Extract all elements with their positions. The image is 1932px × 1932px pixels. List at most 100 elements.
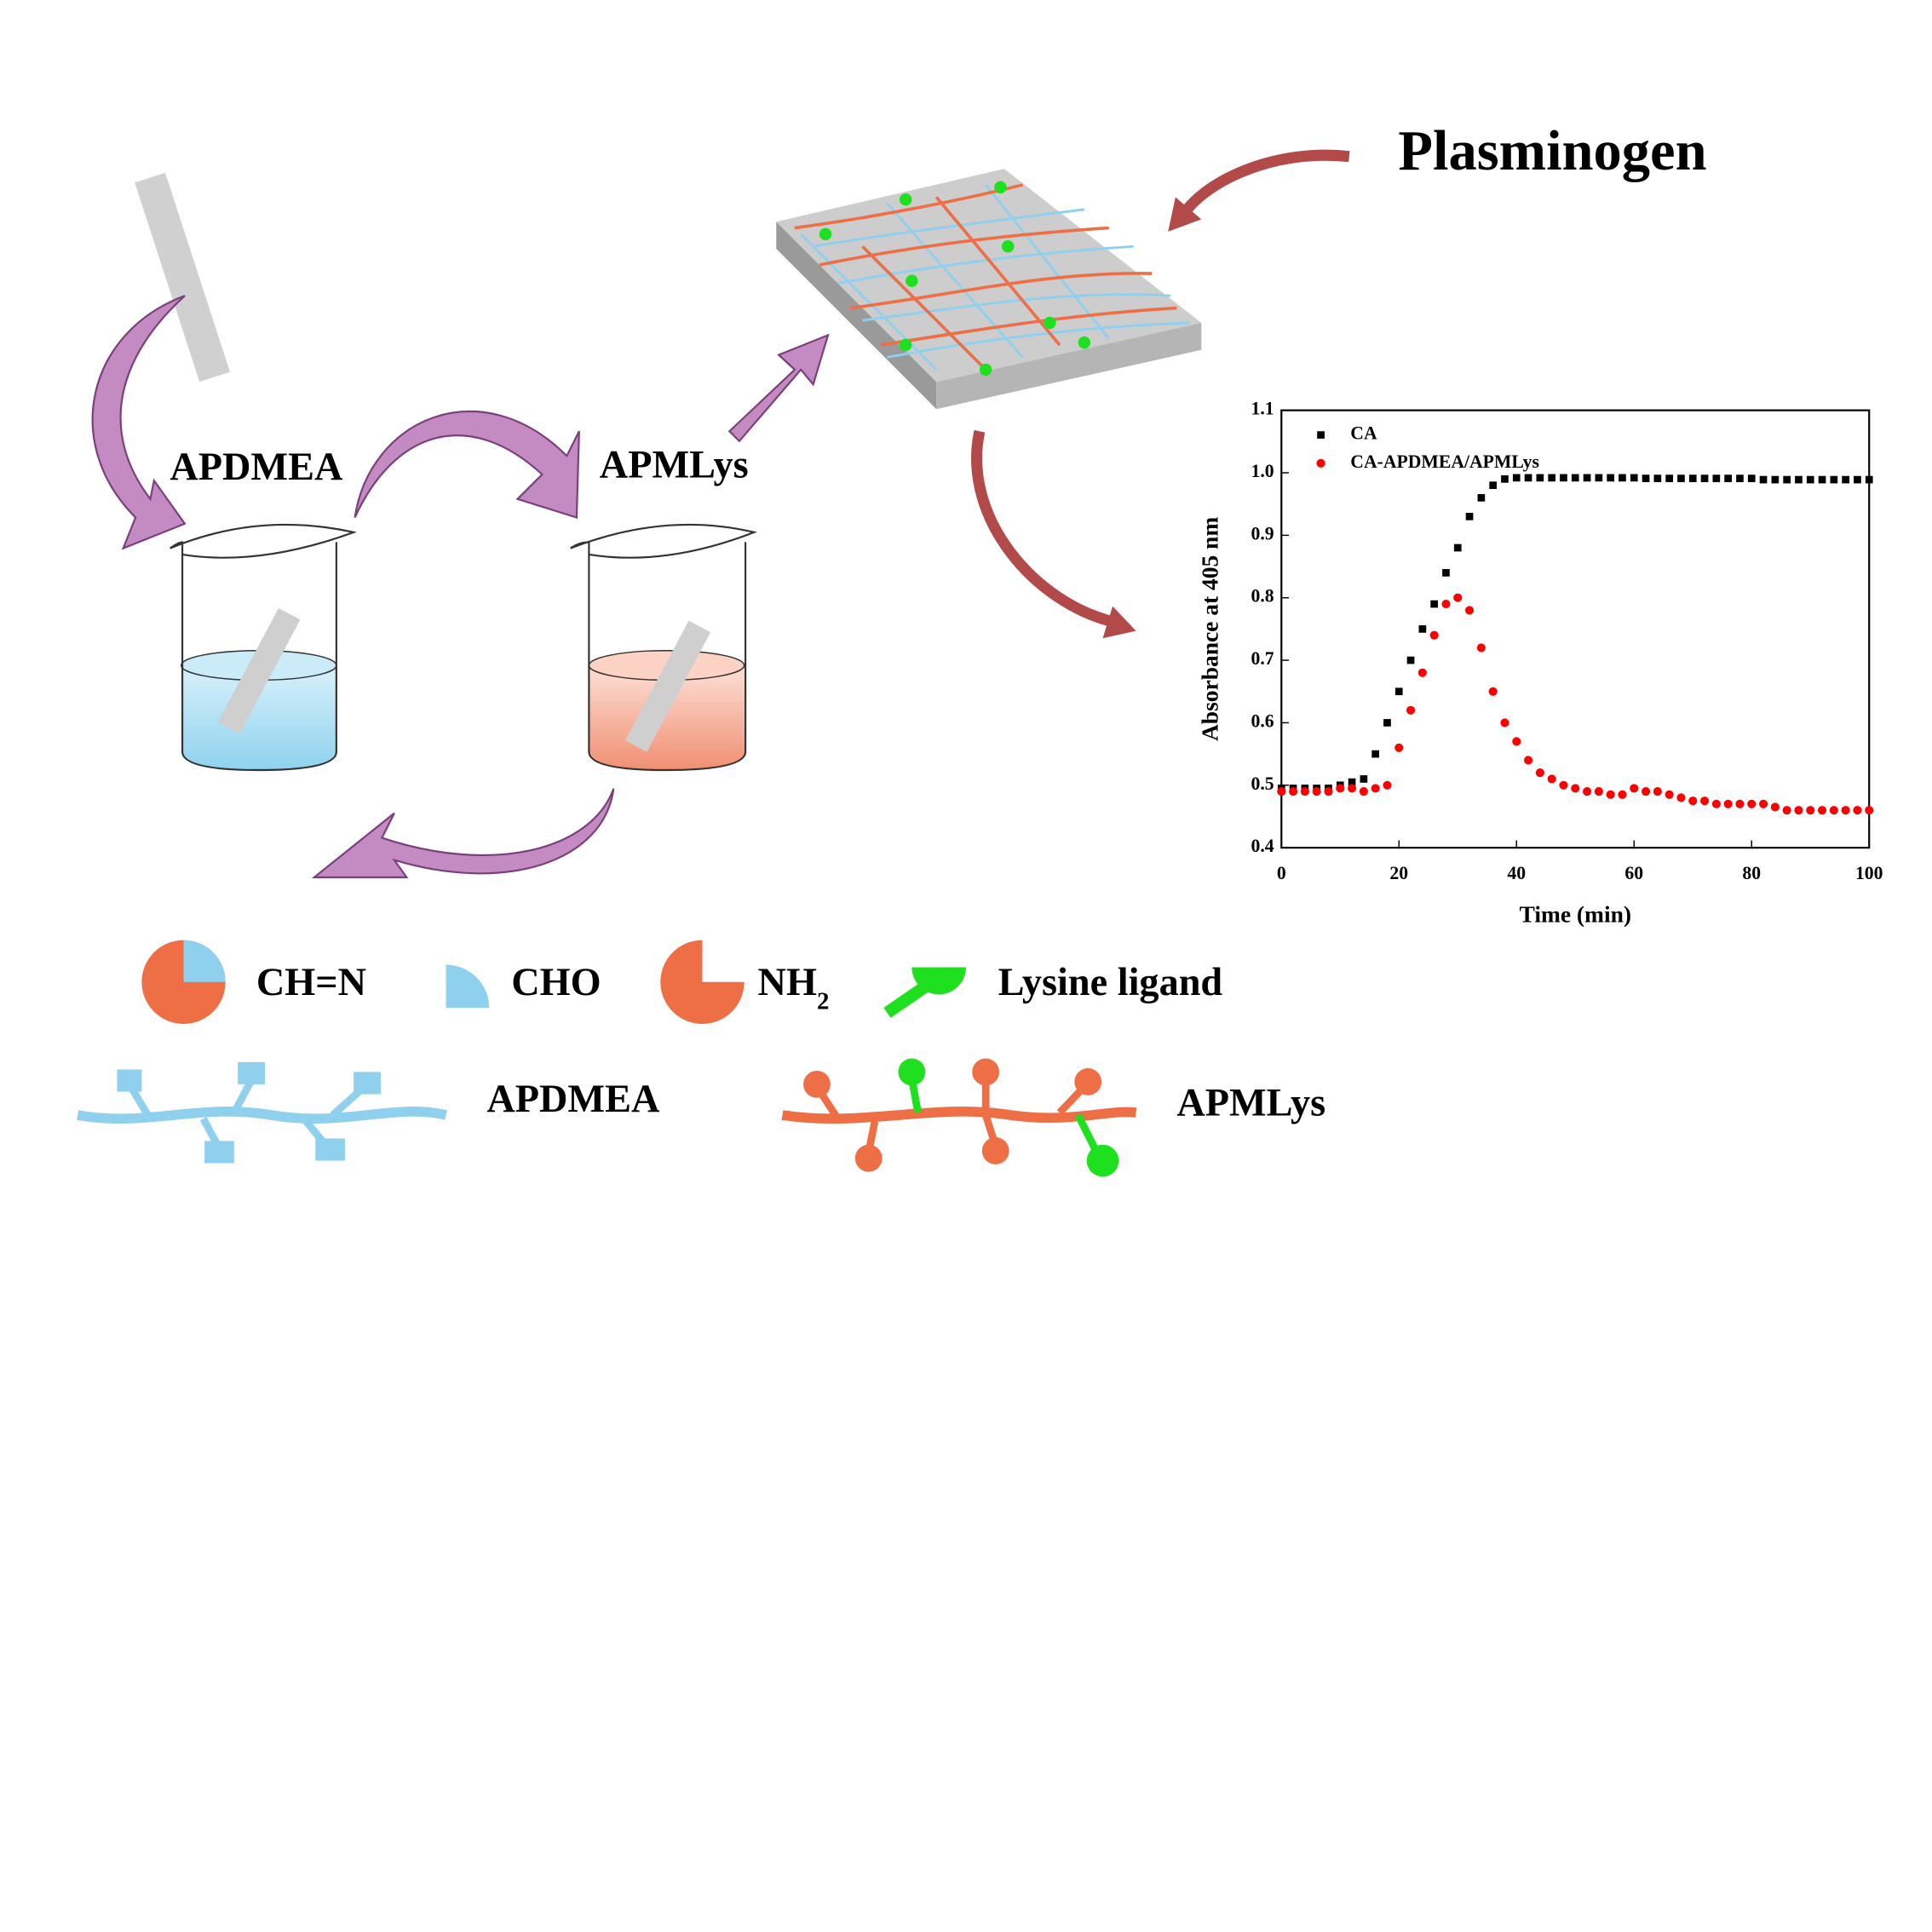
data-point <box>1512 737 1521 746</box>
data-point <box>1453 593 1463 602</box>
data-point <box>1653 474 1662 482</box>
data-point <box>1441 599 1451 609</box>
beaker-label: APDMEA <box>170 446 343 489</box>
data-point <box>1406 656 1415 664</box>
data-point <box>1665 790 1674 799</box>
y-tick-label: 0.8 <box>1251 586 1274 607</box>
data-point <box>1711 799 1721 808</box>
data-point <box>1465 513 1474 520</box>
data-point <box>1300 787 1309 796</box>
data-point <box>1371 784 1380 793</box>
data-point <box>1665 474 1673 482</box>
data-point <box>1642 474 1650 482</box>
data-point <box>1336 784 1345 793</box>
membrane-strip <box>135 172 230 382</box>
data-point <box>1677 474 1685 482</box>
legend-icons <box>141 940 966 1024</box>
data-point <box>1535 768 1544 778</box>
data-point <box>1560 474 1567 482</box>
y-tick-label: 0.4 <box>1251 836 1274 856</box>
data-point <box>1747 799 1757 808</box>
data-point <box>1489 481 1498 490</box>
chain-apmlys <box>781 1058 1137 1177</box>
data-point <box>1429 630 1439 640</box>
data-point <box>1700 474 1709 482</box>
legend-label: CHO <box>511 961 601 1004</box>
data-point <box>1359 787 1368 796</box>
x-tick-label: 20 <box>1389 863 1408 883</box>
beaker-right <box>570 523 757 772</box>
data-point <box>1688 796 1698 806</box>
data-point <box>1794 806 1803 815</box>
nh2-base: NH <box>758 961 817 1004</box>
data-point <box>1724 474 1732 482</box>
y-tick-label: 1.0 <box>1251 461 1274 481</box>
data-point <box>1607 474 1614 482</box>
x-tick-label: 40 <box>1507 863 1526 883</box>
data-point <box>1783 475 1791 484</box>
data-point <box>1312 787 1321 796</box>
data-point <box>1865 475 1873 484</box>
plasminogen-label: Plasminogen <box>1398 120 1706 182</box>
data-point <box>1417 668 1427 677</box>
legend-label: CH=N <box>256 961 366 1004</box>
data-point <box>1289 787 1298 796</box>
data-point <box>1548 474 1556 482</box>
data-point <box>1817 806 1827 815</box>
chain-label: APDMEA <box>486 1078 660 1121</box>
data-point <box>1747 474 1756 482</box>
data-point <box>1770 802 1780 812</box>
data-point <box>1442 569 1450 577</box>
legend-label: CA <box>1350 423 1377 444</box>
data-point <box>1806 806 1815 815</box>
data-point <box>1782 806 1791 815</box>
arrow-heads <box>1102 197 1202 639</box>
data-point <box>1465 606 1475 615</box>
data-point <box>1488 687 1498 696</box>
data-point <box>1630 474 1638 482</box>
data-point <box>1583 474 1591 482</box>
data-point <box>1806 475 1814 484</box>
data-point <box>1641 787 1651 796</box>
data-point <box>1830 475 1838 484</box>
data-point <box>1630 784 1639 793</box>
data-point <box>1501 475 1509 483</box>
data-point <box>1795 475 1803 484</box>
data-point <box>1324 787 1333 796</box>
data-point <box>1594 787 1603 796</box>
data-point <box>1712 474 1721 482</box>
data-point <box>1842 475 1849 484</box>
x-tick-label: 60 <box>1624 863 1643 883</box>
data-point <box>1676 793 1686 802</box>
data-point <box>1536 474 1544 482</box>
legend-label: Lysine ligand <box>998 961 1223 1004</box>
nh2-sub: 2 <box>817 987 829 1015</box>
data-point <box>1394 743 1404 752</box>
data-point <box>1865 806 1874 815</box>
data-point <box>1476 643 1486 653</box>
data-point <box>1277 787 1286 796</box>
x-axis-label: Time (min) <box>1520 901 1631 927</box>
plot-frame <box>1280 409 1871 849</box>
y-tick-label: 0.9 <box>1251 523 1274 543</box>
data-point <box>1383 780 1392 790</box>
data-point <box>1371 750 1380 758</box>
data-point <box>1653 787 1662 796</box>
data-point <box>1619 474 1626 482</box>
chain-label: APMLys <box>1176 1082 1325 1125</box>
data-point <box>1571 784 1580 793</box>
data-point <box>1829 806 1838 815</box>
data-point <box>1547 774 1556 784</box>
data-point <box>1559 780 1568 790</box>
data-point <box>1818 475 1826 484</box>
data-point <box>1571 474 1579 482</box>
data-point <box>1736 474 1744 482</box>
data-point <box>1477 494 1486 502</box>
x-tick-label: 100 <box>1855 863 1883 883</box>
data-point <box>1606 790 1615 799</box>
data-point <box>1453 543 1462 552</box>
legend-marker <box>1317 431 1325 439</box>
legend-marker <box>1316 458 1325 468</box>
x-tick-label: 0 <box>1277 863 1286 883</box>
